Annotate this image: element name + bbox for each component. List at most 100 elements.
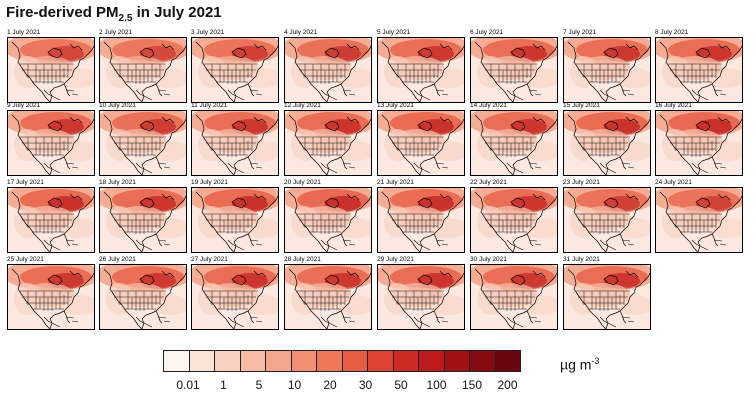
- map-panel: 31 July 2021: [562, 256, 652, 332]
- smoke-map: [284, 187, 372, 253]
- smoke-map: [99, 187, 187, 253]
- map-panel: 3 July 2021: [190, 29, 280, 105]
- smoke-map: [470, 110, 558, 176]
- map-panel: 23 July 2021: [562, 179, 652, 255]
- smoke-map: [563, 187, 651, 253]
- legend-tick-label: 0.01: [176, 378, 200, 392]
- map-panel: 19 July 2021: [190, 179, 280, 255]
- legend-swatch: [368, 351, 394, 371]
- smoke-map: [99, 37, 187, 103]
- southern-outlines: [43, 316, 79, 328]
- state-borders: [204, 136, 258, 157]
- state-borders: [297, 136, 351, 157]
- smoke-shading: [656, 111, 742, 175]
- panel-date-label: 1 July 2021: [7, 29, 41, 36]
- smoke-shading: [100, 188, 186, 252]
- state-borders: [390, 136, 444, 157]
- panel-date-label: 25 July 2021: [7, 256, 44, 263]
- southern-outlines: [43, 162, 79, 174]
- state-borders: [20, 136, 74, 157]
- southern-outlines: [135, 89, 171, 101]
- map-panel: 4 July 2021: [283, 29, 373, 105]
- panel-date-label: 2 July 2021: [99, 29, 133, 36]
- state-borders: [668, 136, 722, 157]
- southern-outlines: [320, 162, 356, 174]
- state-borders: [20, 290, 74, 311]
- smoke-shading: [378, 38, 464, 102]
- state-borders: [297, 63, 351, 84]
- smoke-map: [655, 187, 743, 253]
- map-panel: 15 July 2021: [562, 102, 652, 178]
- smoke-shading: [285, 188, 371, 252]
- smoke-shading: [378, 111, 464, 175]
- southern-outlines: [691, 162, 727, 174]
- smoke-map: [7, 187, 95, 253]
- map-panel: 13 July 2021: [376, 102, 466, 178]
- legend-tick-label: 30: [358, 378, 373, 392]
- southern-outlines: [506, 162, 542, 174]
- state-borders: [204, 290, 258, 311]
- smoke-map: [470, 187, 558, 253]
- southern-outlines: [599, 89, 635, 101]
- smoke-map: [191, 187, 279, 253]
- map-panel: 16 July 2021: [654, 102, 744, 178]
- smoke-shading: [564, 188, 650, 252]
- state-borders: [483, 290, 537, 311]
- panel-date-label: 18 July 2021: [99, 179, 136, 186]
- panel-date-label: 17 July 2021: [7, 179, 44, 186]
- southern-outlines: [135, 162, 171, 174]
- map-panel: 1 July 2021: [6, 29, 96, 105]
- map-panel: 21 July 2021: [376, 179, 466, 255]
- smoke-shading: [471, 111, 557, 175]
- state-borders: [668, 213, 722, 234]
- map-panel: 5 July 2021: [376, 29, 466, 105]
- panel-date-label: 24 July 2021: [655, 179, 692, 186]
- map-panel: 10 July 2021: [98, 102, 188, 178]
- legend-tick-label: 150: [461, 378, 483, 392]
- southern-outlines: [413, 89, 449, 101]
- smoke-map: [563, 110, 651, 176]
- smoke-shading: [285, 111, 371, 175]
- map-panel: 27 July 2021: [190, 256, 280, 332]
- smoke-shading: [471, 188, 557, 252]
- southern-outlines: [599, 239, 635, 251]
- map-panel: 25 July 2021: [6, 256, 96, 332]
- smoke-shading: [192, 38, 278, 102]
- panel-date-label: 21 July 2021: [377, 179, 414, 186]
- map-panel: 18 July 2021: [98, 179, 188, 255]
- southern-outlines: [320, 89, 356, 101]
- legend-swatch: [495, 351, 520, 371]
- legend-tick-label: 200: [497, 378, 518, 392]
- map-panel: 11 July 2021: [190, 102, 280, 178]
- legend-swatch: [189, 351, 215, 371]
- smoke-shading: [656, 188, 742, 252]
- legend-swatch: [291, 351, 317, 371]
- map-panel: 2 July 2021: [98, 29, 188, 105]
- smoke-shading: [285, 265, 371, 329]
- map-panel: 29 July 2021: [376, 256, 466, 332]
- state-borders: [390, 213, 444, 234]
- legend-swatch: [444, 351, 470, 371]
- smoke-shading: [8, 265, 94, 329]
- map-panel: 30 July 2021: [469, 256, 559, 332]
- map-panel: 20 July 2021: [283, 179, 373, 255]
- state-borders: [576, 290, 630, 311]
- southern-outlines: [227, 239, 263, 251]
- smoke-shading: [564, 265, 650, 329]
- state-borders: [668, 63, 722, 84]
- state-borders: [483, 213, 537, 234]
- units-exponent: -3: [591, 356, 600, 366]
- map-panel: 7 July 2021: [562, 29, 652, 105]
- panel-date-label: 12 July 2021: [284, 102, 321, 109]
- map-panel: 28 July 2021: [283, 256, 373, 332]
- panel-date-label: 29 July 2021: [377, 256, 414, 263]
- state-borders: [390, 290, 444, 311]
- legend-swatch: [419, 351, 445, 371]
- legend-swatch: [240, 351, 266, 371]
- smoke-map: [191, 37, 279, 103]
- color-legend: [163, 350, 521, 372]
- smoke-map: [377, 187, 465, 253]
- southern-outlines: [227, 162, 263, 174]
- state-borders: [390, 63, 444, 84]
- southern-outlines: [320, 239, 356, 251]
